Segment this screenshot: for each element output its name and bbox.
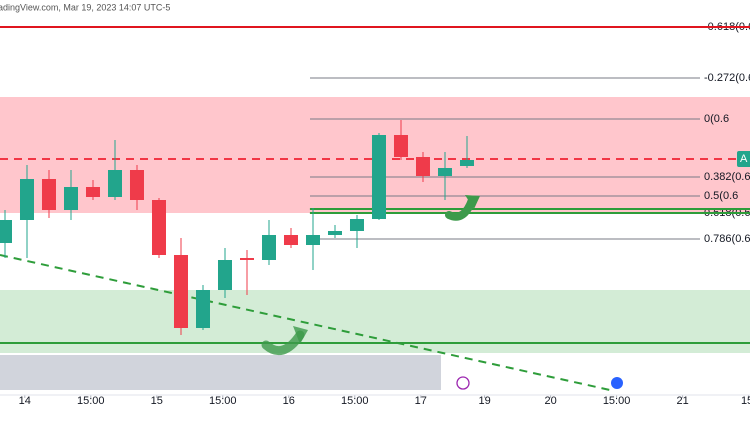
- candle-body: [415, 157, 430, 176]
- candle-body: [195, 290, 210, 328]
- candle-body: [283, 235, 298, 245]
- x-tick-label: 16: [283, 395, 295, 407]
- overlay-panel: [0, 355, 441, 390]
- x-tick-label: 15:00: [209, 395, 237, 407]
- x-tick-label: 19: [478, 395, 490, 407]
- price-tag: [737, 151, 750, 167]
- candle-body: [85, 187, 100, 197]
- chart-layer: A 14 15:00 15 15:00 16 15:00 17 19 20 15:00 21 15:: [0, 26, 750, 407]
- x-tick-label: 15:00: [77, 395, 105, 407]
- candle-body: [437, 168, 452, 176]
- arrow-head: [465, 195, 480, 209]
- background-layer: -0.618(0.6-0.272(0.60(0.60.382(0.60.5(0.…: [0, 21, 750, 353]
- candle-body: [0, 220, 12, 243]
- candle-body: [371, 135, 386, 219]
- watermark: adingView.com, Mar 19, 2023 14:07 UTC-5: [0, 2, 170, 12]
- event-icon[interactable]: [456, 376, 470, 390]
- x-tick-label: 14: [19, 395, 31, 407]
- fib-label: 0.382(0.6: [704, 171, 750, 183]
- candle-body: [393, 135, 408, 157]
- candle-body: [63, 187, 78, 210]
- x-tick-label: 15:00: [341, 395, 369, 407]
- candle-body: [107, 170, 122, 197]
- x-tick-label: 21: [676, 395, 688, 407]
- event-icon[interactable]: [611, 377, 623, 389]
- price-tag-label: A: [740, 153, 748, 165]
- candle-body: [459, 160, 474, 166]
- candle-body: [349, 219, 364, 231]
- candle-body: [239, 258, 254, 260]
- arrow: [261, 330, 305, 356]
- candle-body: [41, 179, 56, 210]
- fib-label: 0.5(0.6: [704, 190, 738, 202]
- x-tick-label: 15:: [741, 395, 750, 407]
- candle-body: [261, 235, 276, 260]
- candle-body: [217, 260, 232, 290]
- x-tick-label: 15: [151, 395, 163, 407]
- fib-label: 0.786(0.6: [704, 233, 750, 245]
- fib-label: 0(0.6: [704, 113, 729, 125]
- arrow-head: [293, 326, 308, 344]
- candle-body: [129, 170, 144, 200]
- x-tick-label: 20: [544, 395, 556, 407]
- candle-body: [305, 235, 320, 245]
- candle-body: [327, 231, 342, 235]
- candle-body: [151, 200, 166, 255]
- fib-label: -0.272(0.6: [704, 72, 750, 84]
- candle-body: [19, 179, 34, 220]
- x-tick-label: 15:00: [603, 395, 631, 407]
- candle-body: [173, 255, 188, 328]
- trendline: [0, 254, 611, 391]
- x-tick-label: 17: [415, 395, 427, 407]
